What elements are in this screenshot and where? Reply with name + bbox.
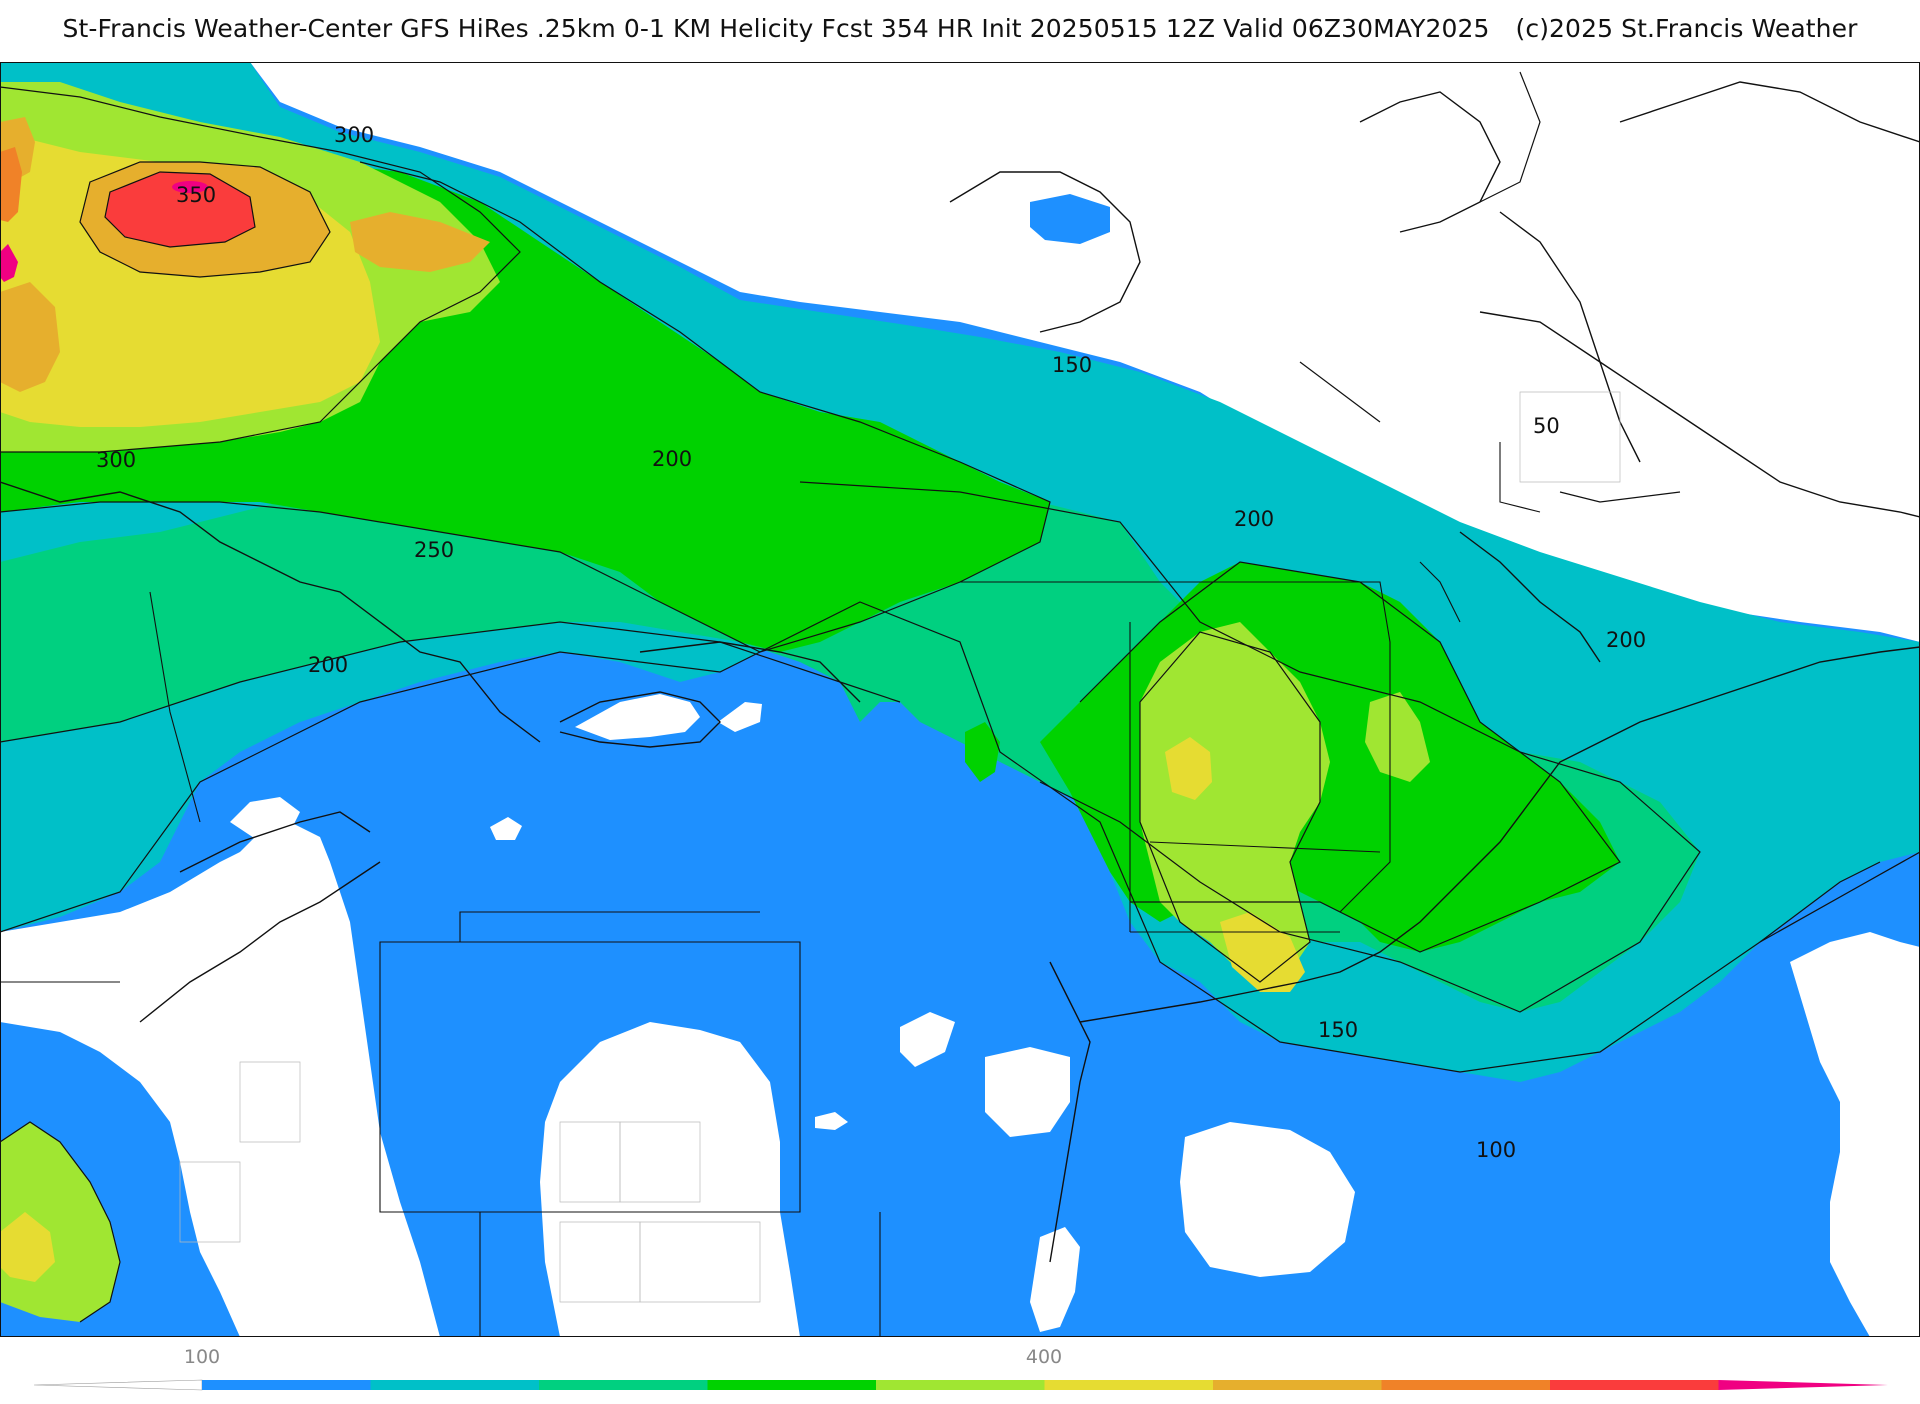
helicity-field-400-b xyxy=(350,212,490,272)
contour-labels: 350 300 150 50 300 200 250 200 200 200 1… xyxy=(96,123,1646,1162)
contour-label-250: 250 xyxy=(414,538,454,562)
contour-label-350: 350 xyxy=(176,183,216,207)
contour-label-200-northeast: 200 xyxy=(1234,507,1274,531)
low-helicity-area-north xyxy=(250,62,1920,642)
low-helicity-area-lake-michigan xyxy=(140,822,330,972)
low-helicity-area-small-1 xyxy=(490,817,522,840)
low-helicity-area-east-2 xyxy=(1790,932,1920,1337)
colorbar-segment-0 xyxy=(33,1379,203,1391)
county-lines xyxy=(179,391,1621,1303)
colorbar-label-400: 400 xyxy=(1026,1346,1062,1368)
helicity-field-350-west xyxy=(0,1212,55,1282)
colorbar-segment-7 xyxy=(1213,1380,1382,1390)
low-helicity-area-midwest xyxy=(230,797,300,842)
colorbar-segment-1 xyxy=(202,1380,371,1390)
contour-label-300-north: 300 xyxy=(334,123,374,147)
colorbar-segment-10 xyxy=(1718,1380,1888,1390)
title-main: St-Francis Weather-Center GFS HiRes .25k… xyxy=(62,14,1490,43)
helicity-map: 350 300 150 50 300 200 250 200 200 200 1… xyxy=(0,62,1920,1337)
colorbar: 100 400 xyxy=(0,1337,1920,1400)
colorbar-segment-4 xyxy=(707,1380,877,1390)
contour-lines xyxy=(0,71,1920,1323)
state-borders xyxy=(0,442,1541,1337)
colorbar-canvas: 100 400 xyxy=(33,1346,1888,1391)
contour-label-50: 50 xyxy=(1533,414,1560,438)
low-helicity-area-lake-ontario xyxy=(718,702,762,732)
low-helicity-area-delmarva xyxy=(1030,1227,1080,1332)
contour-label-200-east: 200 xyxy=(1606,628,1646,652)
low-helicity-area-atlantic xyxy=(1180,1122,1355,1277)
helicity-field-peak-2 xyxy=(172,181,208,193)
colorbar-segment-5 xyxy=(876,1380,1045,1390)
contour-label-150-north: 150 xyxy=(1052,353,1092,377)
coastlines xyxy=(0,81,1920,1263)
colorbar-segment-6 xyxy=(1044,1380,1214,1390)
colorbar-segment-8 xyxy=(1381,1380,1551,1390)
helicity-field-300-new-england xyxy=(1140,622,1330,982)
helicity-field-peak xyxy=(0,244,18,282)
low-helicity-area-small-2 xyxy=(900,1012,955,1067)
title-credit: (c)2025 St.Francis Weather xyxy=(1515,14,1858,43)
helicity-field-250-small xyxy=(965,722,1000,782)
low-helicity-area-lake-erie xyxy=(575,694,700,740)
colorbar-segment-9 xyxy=(1550,1380,1719,1390)
low-helicity-area-small-3 xyxy=(985,1047,1070,1137)
contour-label-150-south: 150 xyxy=(1318,1018,1358,1042)
contour-label-200-west: 200 xyxy=(308,653,348,677)
chart-title: St-Francis Weather-Center GFS HiRes .25k… xyxy=(0,14,1920,43)
helicity-field-450 xyxy=(105,172,255,247)
low-helicity-area-pennsylvania xyxy=(540,1022,800,1337)
helicity-field-450-b xyxy=(0,147,22,222)
colorbar-segment-3 xyxy=(539,1380,708,1390)
helicity-field-300-ne-2 xyxy=(1365,692,1430,782)
contour-label-200-center: 200 xyxy=(652,447,692,471)
low-helicity-area-small-4 xyxy=(815,1112,848,1130)
contour-label-300-west: 300 xyxy=(96,448,136,472)
helicity-field-400-c xyxy=(0,282,60,392)
map-canvas: 350 300 150 50 300 200 250 200 200 200 1… xyxy=(0,62,1920,1337)
low-helicity-area-north-blob xyxy=(1030,194,1110,244)
colorbar-segment-2 xyxy=(370,1380,540,1390)
colorbar-segments xyxy=(33,1379,1888,1391)
low-helicity-area-west xyxy=(0,832,440,1337)
colorbar-label-100: 100 xyxy=(184,1346,220,1368)
helicity-field-350-ne-1 xyxy=(1165,737,1212,800)
contour-label-100: 100 xyxy=(1476,1138,1516,1162)
